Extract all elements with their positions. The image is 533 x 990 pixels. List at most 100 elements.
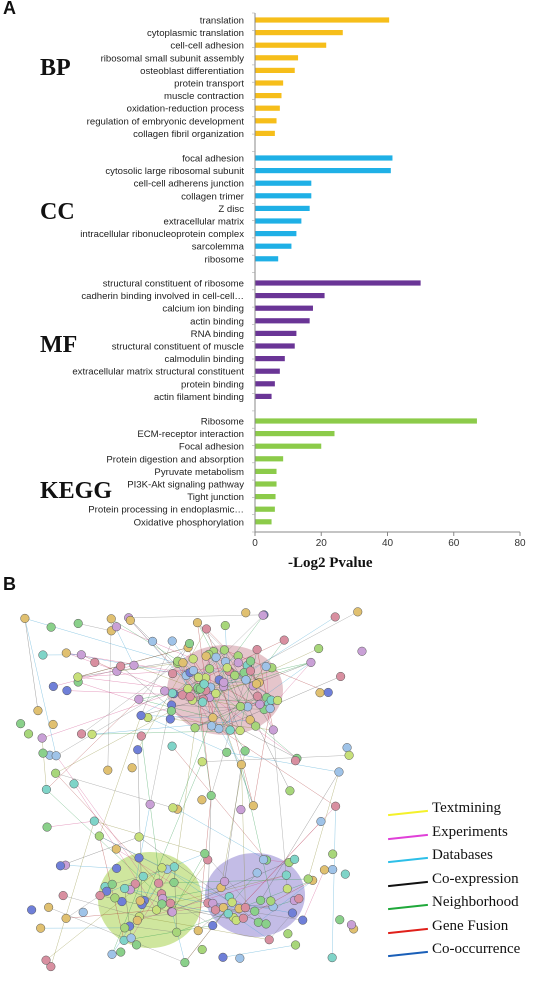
bar [255,330,297,336]
bar [255,393,272,399]
group-label-mf: MF [40,332,78,358]
legend-label: Co-expression [432,870,519,887]
legend-swatch [388,950,428,958]
bar [255,468,277,474]
legend-swatch [388,903,428,911]
category-label: Protein processing in endoplasmic… [88,505,244,516]
x-tick-label: 20 [316,538,328,549]
legend-item: Databases [386,847,533,869]
legend-swatch [388,880,428,887]
category-label: oxidation-reduction process [127,104,245,115]
category-label: translation [200,16,244,27]
bar [255,456,284,462]
legend-swatch [388,927,428,934]
category-label: protein binding [181,379,244,390]
bar [255,180,312,186]
bar [255,481,277,487]
bar [255,256,279,262]
category-label: focal adhesion [182,154,244,165]
category-label: cell-cell adhesion [170,41,244,52]
category-label: collagen trimer [181,191,245,202]
group-label-cc: CC [40,199,75,225]
bar [255,293,325,299]
network-legend: Textmining Experiments Databases Co-express… [386,800,533,970]
bar [255,506,275,512]
bar [255,93,282,99]
category-label: extracellular matrix [163,217,244,228]
category-label: RNA binding [191,329,244,340]
bar [255,80,284,86]
bar [255,356,285,362]
category-label: muscle contraction [164,91,244,102]
legend-label: Databases [432,847,493,863]
legend-item: Co-expression [386,871,533,893]
legend-label: Co-occurrence [432,941,521,957]
legend-item: Textmining [386,800,533,822]
category-label: collagen fibril organization [133,129,244,140]
legend-label: Gene Fusion [432,917,509,934]
legend-swatch [388,833,428,840]
category-label: actin filament binding [154,392,244,403]
bar [255,431,335,437]
bar [255,368,280,374]
bar [255,381,275,387]
category-label: cell-cell adherens junction [134,179,244,190]
legend-label: Neighborhood [432,894,519,910]
bar [255,519,272,525]
category-label: structural constituent of ribosome [103,279,244,290]
bar [255,42,327,48]
category-label: Z disc [218,204,244,215]
bar-group-mf: structural constituent of ribosomecadher… [72,279,421,403]
x-axis-label: -Log2 Pvalue [288,555,373,571]
legend-label: Experiments [432,823,508,840]
legend-label: Textmining [432,800,501,816]
x-tick-label: 0 [252,538,258,549]
legend-item: Co-occurrence [386,941,533,963]
category-label: regulation of embryonic development [87,116,245,127]
bar [255,193,312,199]
category-label: Ribosome [201,417,244,428]
legend-swatch [388,809,428,817]
legend-item: Neighborhood [386,894,533,916]
bar [255,443,322,449]
category-label: cytosolic large ribosomal subunit [105,166,244,177]
panel-label-b: B [3,574,16,594]
bar [255,67,295,73]
bar [255,343,295,349]
category-label: PI3K-Akt signaling pathway [127,480,244,491]
network-nodes [16,607,367,972]
bar [255,55,299,61]
bar [255,280,421,286]
bar [255,130,275,136]
group-label-kegg: KEGG [40,478,113,504]
category-label: ribosome [205,254,244,265]
category-label: Pyruvate metabolism [154,467,244,478]
legend-swatch [388,856,428,864]
category-label: cytoplasmic translation [147,28,244,39]
bar [255,105,280,111]
bar [255,155,393,161]
category-label: sarcolemma [192,242,245,253]
category-label: protein transport [174,79,244,90]
bar [255,231,297,237]
category-label: Protein digestion and absorption [106,454,244,465]
category-label: structural constituent of muscle [112,342,244,353]
bar [255,168,391,174]
x-tick-label: 40 [382,538,394,549]
legend-item: Experiments [386,824,533,846]
category-label: Focal adhesion [179,442,244,453]
category-label: extracellular matrix structural constitu… [72,367,244,378]
bar [255,30,343,36]
category-label: calcium ion binding [162,304,244,315]
category-label: Oxidative phosphorylation [134,517,244,528]
bar [255,243,292,249]
category-label: cadherin binding involved in cell-cell… [81,291,244,302]
category-label: ECM-receptor interaction [137,429,244,440]
bar [255,218,302,224]
bar [255,318,310,324]
group-label-bp: BP [40,55,71,81]
x-tick-label: 60 [448,538,460,549]
bar [255,494,276,500]
